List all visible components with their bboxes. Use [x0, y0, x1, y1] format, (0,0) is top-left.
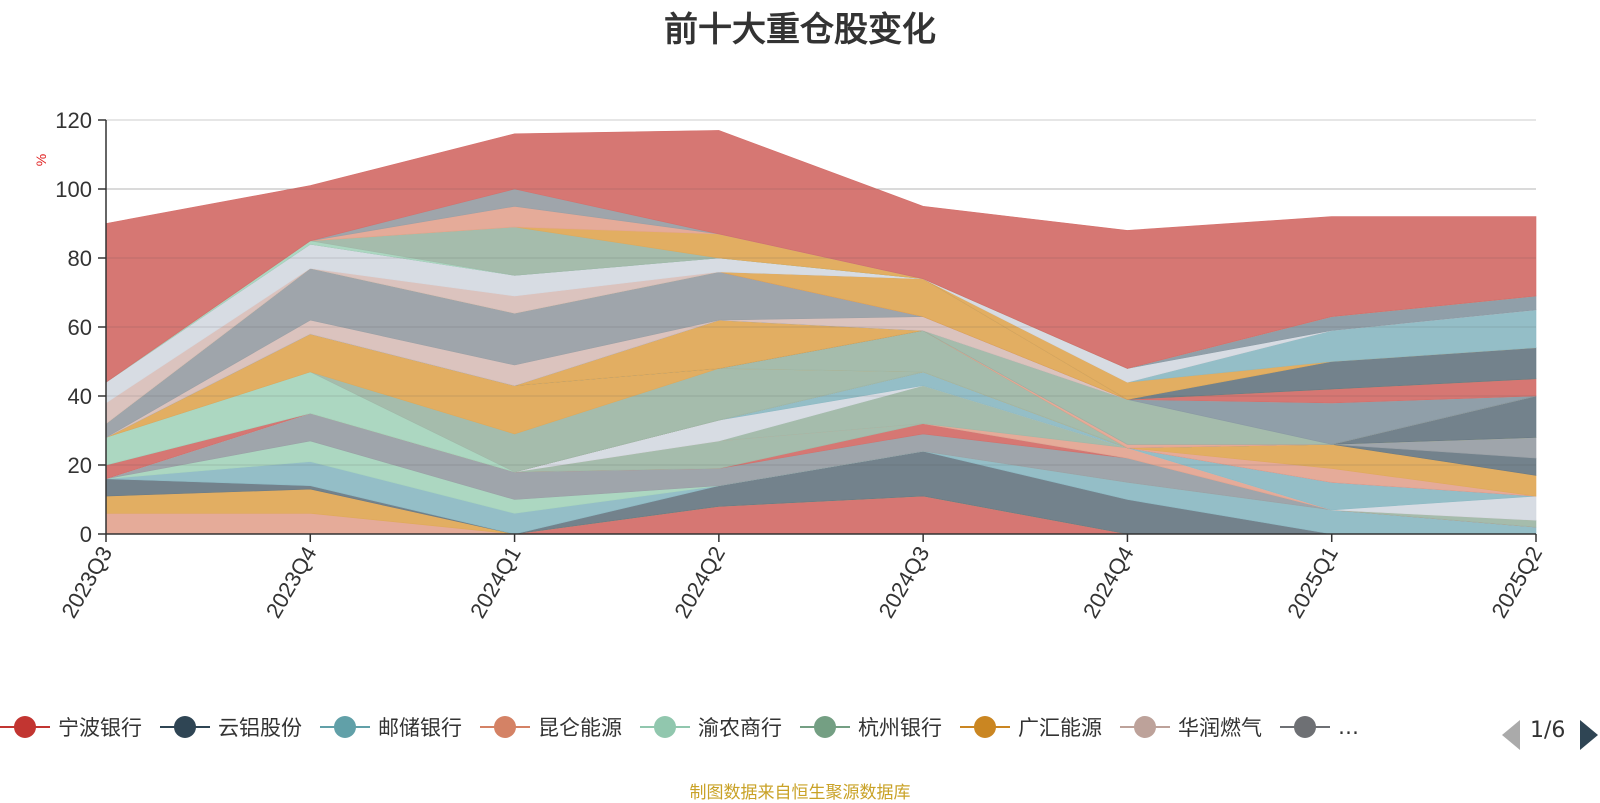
legend-marker-icon: [160, 715, 210, 739]
source-note: 制图数据来自恒生聚源数据库: [689, 783, 911, 803]
legend-label: 广汇能源: [1018, 716, 1102, 740]
stacked-area-chart: 0 20 40 60 80 100 120 2023Q3 2023Q4 2024Q1 2024Q2 2…: [33, 108, 1547, 622]
legend-marker-icon: [1120, 715, 1170, 739]
legend-page-indicator: 1/6: [1530, 718, 1566, 743]
legend-marker-icon: [0, 715, 50, 739]
x-tick-label: 2023Q4: [261, 542, 322, 622]
legend-item[interactable]: 渝农商行: [640, 712, 782, 756]
legend-label: 邮储银行: [378, 716, 462, 740]
legend-marker-icon: [480, 715, 530, 739]
legend-item[interactable]: 广汇能源: [960, 712, 1102, 756]
y-tick-label: 40: [68, 384, 92, 409]
legend-next-page-icon[interactable]: [1580, 720, 1598, 750]
legend-label: 渝农商行: [698, 716, 782, 740]
x-tick-label: 2023Q3: [56, 542, 117, 622]
legend-item[interactable]: 宁波银行: [0, 712, 142, 756]
x-tick-label: 2024Q1: [465, 542, 526, 622]
y-tick-label: 80: [68, 246, 92, 271]
legend-pager: 1/6: [1498, 716, 1598, 752]
legend-prev-page-icon[interactable]: [1502, 720, 1520, 750]
legend-item[interactable]: 邮储银行: [320, 712, 462, 756]
legend-label: …: [1338, 715, 1359, 739]
area-layer-43: [105, 130, 1537, 383]
y-axis-label: %: [33, 154, 49, 166]
legend-item[interactable]: 云铝股份: [160, 712, 302, 756]
legend-marker-icon: [960, 715, 1010, 739]
x-tick-label: 2024Q3: [874, 542, 935, 622]
legend-item[interactable]: 杭州银行: [800, 712, 942, 756]
legend-item[interactable]: 华润燃气: [1120, 712, 1262, 756]
legend-label: 杭州银行: [858, 716, 942, 740]
y-tick-label: 20: [68, 453, 92, 478]
legend-marker-icon: [800, 715, 850, 739]
legend-label: 云铝股份: [218, 716, 302, 740]
y-tick-label: 100: [55, 177, 92, 202]
y-tick-label: 60: [68, 315, 92, 340]
x-tick-label: 2024Q2: [669, 542, 730, 622]
legend: 宁波银行 云铝股份 邮储银行 昆仑能源 渝农商行 杭州银行 广汇能源 华润燃气 …: [0, 712, 1486, 756]
x-tick-label: 2025Q2: [1486, 542, 1547, 622]
legend-label: 宁波银行: [58, 716, 142, 740]
x-tick-label: 2025Q1: [1282, 542, 1343, 622]
y-tick-label: 120: [55, 108, 92, 133]
legend-label: 昆仑能源: [538, 716, 622, 740]
legend-marker-icon: [640, 715, 690, 739]
legend-label: 华润燃气: [1178, 716, 1262, 740]
area-layer: [105, 130, 1537, 535]
chart-title: 前十大重仓股变化: [664, 10, 936, 50]
legend-item[interactable]: 昆仑能源: [480, 712, 622, 756]
x-tick-label: 2024Q4: [1078, 542, 1139, 622]
legend-marker-icon: [1280, 715, 1330, 739]
y-tick-label: 0: [80, 522, 92, 547]
legend-item[interactable]: …: [1280, 715, 1359, 756]
legend-marker-icon: [320, 715, 370, 739]
